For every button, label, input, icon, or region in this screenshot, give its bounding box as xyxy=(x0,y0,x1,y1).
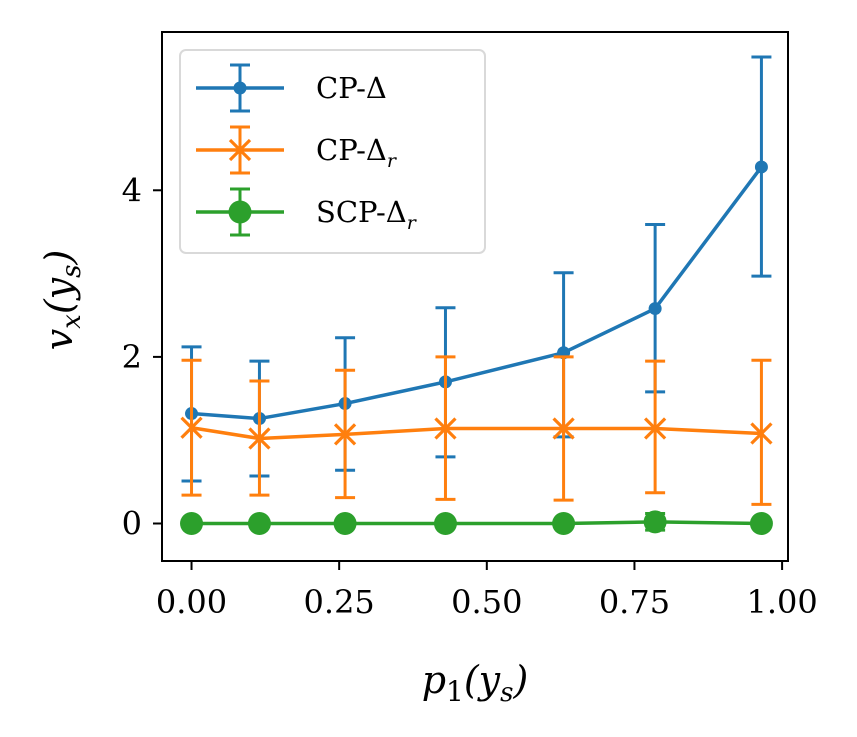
x-tick-label: 1.00 xyxy=(746,583,817,621)
legend-label: CP-Δ xyxy=(316,71,387,105)
data-point xyxy=(643,417,667,440)
series-SCP-Δr xyxy=(180,510,773,536)
legend-label: CP-Δr xyxy=(316,133,398,172)
data-point xyxy=(180,512,204,536)
x-tick-label: 0.75 xyxy=(599,583,670,621)
y-tick-label: 0 xyxy=(122,505,142,543)
x-axis-label: p1(ys) xyxy=(422,658,529,708)
x-axis: 0.00 0.25 0.50 0.75 1.00 xyxy=(156,561,818,621)
data-point xyxy=(754,160,768,174)
data-point xyxy=(233,81,247,95)
data-point xyxy=(333,423,357,446)
data-point xyxy=(750,422,773,445)
data-point xyxy=(749,512,773,536)
data-point xyxy=(247,512,271,536)
data-point xyxy=(643,510,667,534)
y-tick-label: 2 xyxy=(122,338,142,376)
legend-item: SCP-Δr xyxy=(196,187,418,237)
data-point xyxy=(180,416,203,439)
series-line xyxy=(191,425,762,441)
data-point xyxy=(248,427,271,450)
data-point xyxy=(228,200,252,224)
x-tick-label: 0.00 xyxy=(156,583,227,621)
plot-marks xyxy=(180,55,773,536)
series-CP-Δr xyxy=(180,355,773,506)
legend-item: CP-Δr xyxy=(196,125,398,175)
data-point xyxy=(552,417,575,440)
data-point xyxy=(433,512,457,536)
data-point xyxy=(333,512,357,536)
series-line xyxy=(191,520,762,526)
data-point xyxy=(552,512,576,536)
data-point xyxy=(228,138,252,162)
y-axis: 0 2 4 xyxy=(122,171,162,543)
y-axis-label: vx(ys) xyxy=(37,250,87,351)
x-tick-label: 0.50 xyxy=(451,583,522,621)
legend-item: CP-Δ xyxy=(196,63,387,113)
plot-frame xyxy=(161,31,789,562)
legend-box xyxy=(179,49,486,254)
x-tick-label: 0.25 xyxy=(304,583,375,621)
y-tick-label: 4 xyxy=(122,171,142,209)
data-point xyxy=(434,417,457,440)
legend-label: SCP-Δr xyxy=(316,195,418,234)
data-point xyxy=(648,302,662,316)
legend: CP-Δ CP-Δr SCP-Δr xyxy=(179,49,486,254)
